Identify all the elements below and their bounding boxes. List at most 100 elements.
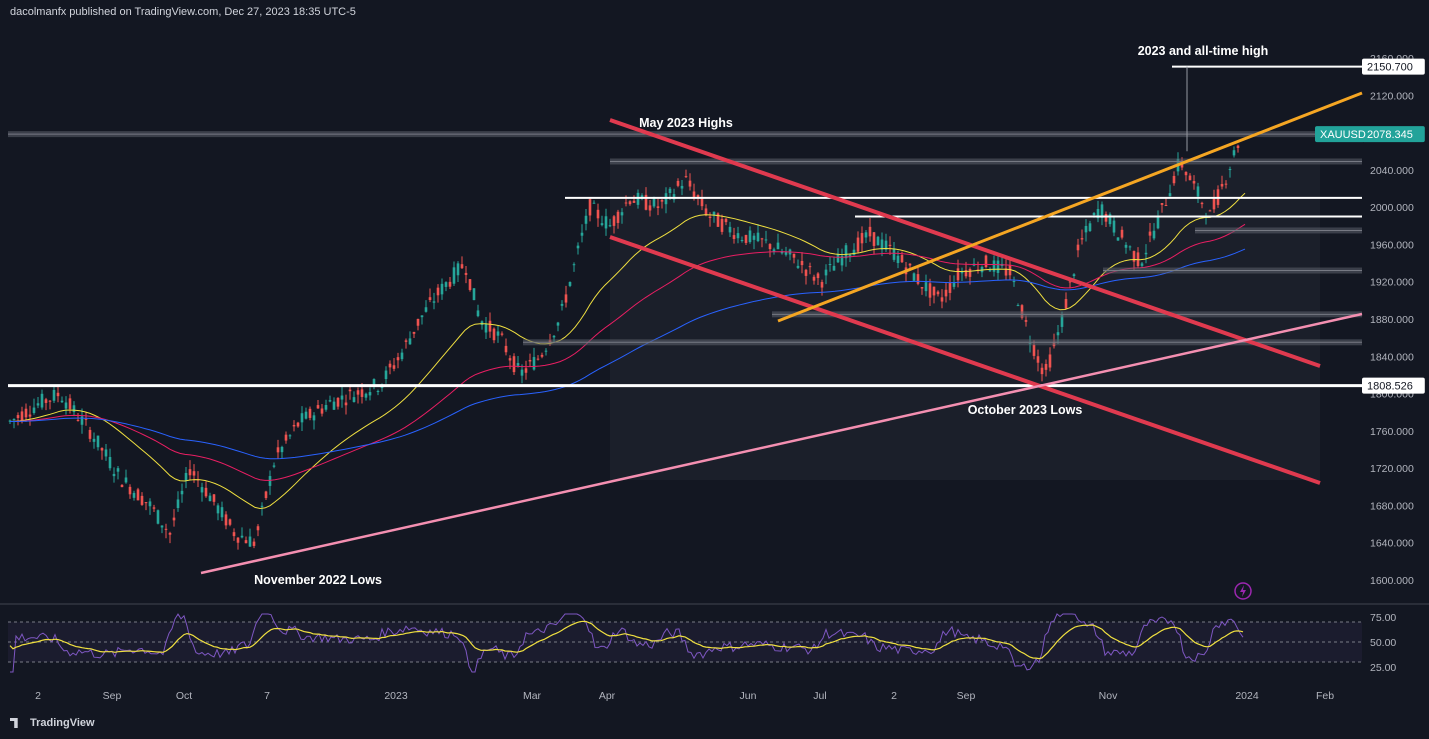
candle-body: [936, 291, 940, 295]
candle-body: [1088, 223, 1092, 231]
candle-body: [836, 254, 840, 263]
candle-body: [616, 211, 620, 223]
candle-body: [736, 233, 740, 239]
candle-body: [296, 422, 300, 427]
trendlines: [200, 91, 1363, 575]
ath-price-badge-bg: [1362, 58, 1425, 75]
candle-body: [896, 255, 900, 264]
time-tick-label: 2: [35, 690, 41, 702]
candle-body: [452, 267, 456, 284]
candle-body: [56, 392, 60, 397]
candle-body: [956, 268, 960, 281]
candle-body: [1144, 252, 1148, 255]
candle-body: [24, 408, 28, 418]
candle-body: [712, 211, 716, 216]
candle-body: [116, 468, 120, 472]
candle-body: [496, 331, 500, 336]
tradingview-logo[interactable]: TradingView: [10, 717, 95, 729]
candle-body: [568, 282, 572, 286]
candle-body: [948, 282, 952, 293]
candle-body: [804, 269, 808, 276]
candle-body: [900, 255, 904, 263]
candle-body: [1040, 367, 1044, 375]
candle-body: [916, 274, 920, 284]
ath-price-badge: 2150.700: [1367, 62, 1413, 74]
level-zone: [1195, 227, 1362, 234]
candle-body: [988, 270, 992, 272]
candle-body: [400, 352, 404, 360]
candle-body: [1072, 274, 1076, 277]
candle-body: [504, 345, 508, 353]
horizontal-levels: [8, 65, 1362, 388]
candle-body: [96, 435, 100, 448]
annotations: 2023 and all-time high May 2023 Highs Octo…: [254, 44, 1268, 587]
candle-body: [396, 357, 400, 361]
candle-body: [960, 271, 964, 274]
candle-body: [276, 447, 280, 453]
candle-body: [204, 487, 208, 497]
candle-body: [692, 191, 696, 198]
time-tick-label: 2023: [384, 690, 408, 702]
channel-lower-line: [609, 235, 1321, 485]
candle-body: [436, 287, 440, 296]
candle-body: [1104, 213, 1108, 222]
candle-body: [264, 491, 268, 499]
level-zone: [1103, 267, 1362, 274]
candle-body: [444, 282, 448, 287]
candle-body: [588, 199, 592, 216]
candle-body: [140, 495, 144, 505]
candle-body: [1008, 264, 1012, 276]
candle-body: [672, 194, 676, 200]
candle-body: [1228, 169, 1232, 171]
candle-body: [684, 176, 688, 178]
candle-body: [556, 322, 560, 326]
candle-body: [432, 301, 436, 303]
annotation-label: 2023 and all-time high: [1138, 44, 1269, 58]
candle-body: [412, 331, 416, 334]
candle-body: [920, 287, 924, 289]
support-price-badge-bg: [1362, 377, 1425, 394]
candle-body: [748, 230, 752, 243]
candle-body: [248, 536, 252, 547]
candle-body: [872, 232, 876, 246]
candle-body: [952, 282, 956, 287]
candle-body: [108, 457, 112, 469]
price-chart[interactable]: 2023 and all-time high May 2023 Highs Octo…: [0, 0, 1429, 707]
candle-body: [832, 265, 836, 271]
candle-body: [964, 270, 968, 277]
candle-body: [184, 472, 188, 481]
candle-body: [1152, 230, 1156, 239]
price-tick-label: 1960.000: [1370, 239, 1414, 251]
candle-body: [176, 499, 180, 508]
candle-body: [240, 535, 244, 538]
time-tick-label: Oct: [176, 690, 192, 702]
candle-body: [720, 219, 724, 232]
channel-shading: [610, 160, 1320, 480]
candle-body: [1232, 150, 1236, 156]
candle-body: [392, 365, 396, 369]
candle-body: [824, 269, 828, 276]
candle-body: [1128, 246, 1132, 248]
candle-body: [316, 405, 320, 409]
candle-body: [924, 282, 928, 292]
candle-body: [652, 198, 656, 207]
rsi-signal-line: [9, 620, 1244, 660]
candle-body: [148, 501, 152, 507]
candle-body: [364, 393, 368, 398]
candle-body: [52, 389, 56, 401]
candle-body: [260, 505, 264, 507]
candle-body: [280, 446, 284, 453]
candle-body: [348, 389, 352, 392]
candle-body: [356, 390, 360, 395]
candle-body: [212, 494, 216, 502]
support-price-badge: 1808.526: [1367, 381, 1413, 393]
candle-body: [604, 216, 608, 229]
candle-body: [532, 357, 536, 370]
candle-body: [468, 279, 472, 290]
candle-body: [1164, 205, 1168, 207]
candle-body: [592, 202, 596, 204]
candle-body: [88, 429, 92, 439]
candle-body: [740, 239, 744, 241]
candle-body: [160, 525, 164, 528]
candle-body: [168, 532, 172, 535]
